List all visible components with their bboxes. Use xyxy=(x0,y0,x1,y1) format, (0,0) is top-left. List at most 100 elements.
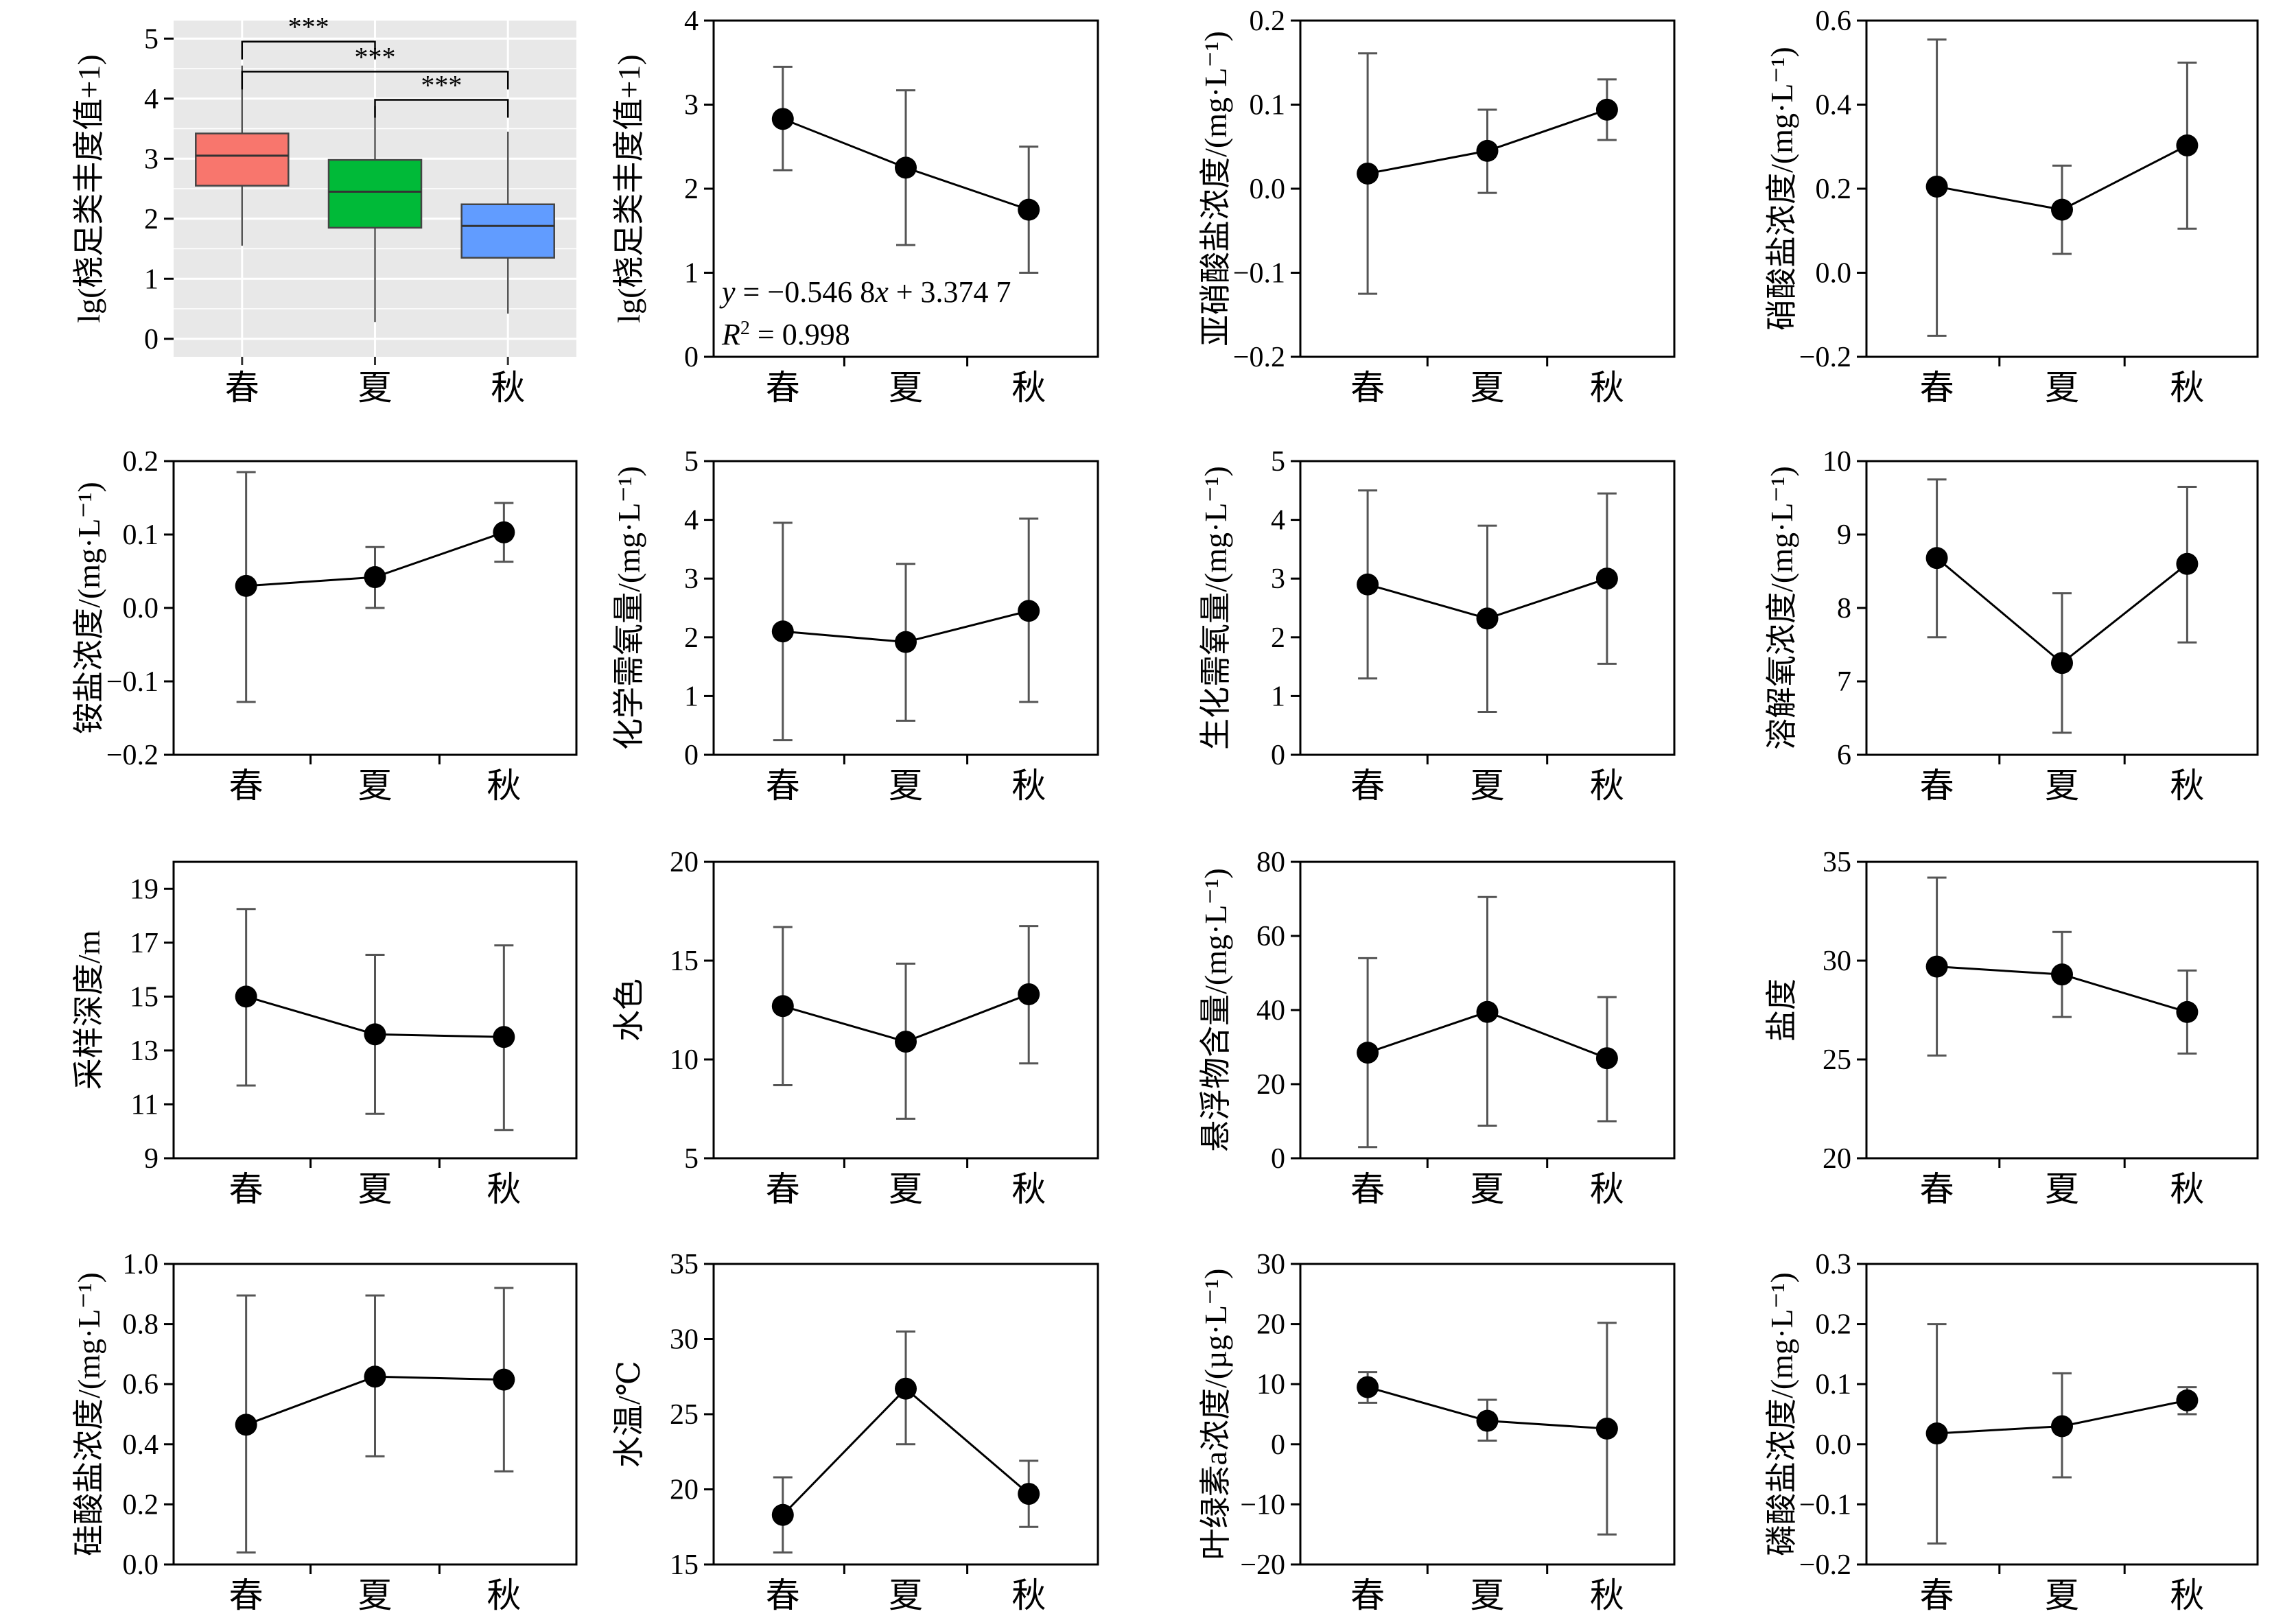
x-tick-label: 夏 xyxy=(889,1576,923,1615)
data-point xyxy=(493,1368,515,1391)
chart-panel-15: −20 −10 0 10 20 30 春 夏 秋 叶绿素a浓度/(µg·L⁻¹) xyxy=(1198,1249,1676,1615)
y-tick-label: 17 xyxy=(130,928,159,959)
y-tick-label: 3 xyxy=(1271,563,1285,595)
y-tick-label: 60 xyxy=(1256,921,1285,952)
y-tick-label: 4 xyxy=(1271,505,1285,537)
data-point xyxy=(235,985,257,1008)
chart-panel-11: 0 20 40 60 80 春 夏 秋 悬浮物含量/(mg·L⁻¹) xyxy=(1198,847,1676,1208)
y-tick-label: 0.2 xyxy=(1250,5,1286,37)
y-tick-label: 0 xyxy=(684,342,699,373)
data-point xyxy=(493,1026,515,1048)
x-tick-label: 夏 xyxy=(2045,1170,2079,1208)
x-tick-label: 秋 xyxy=(491,368,525,407)
data-point xyxy=(2176,1000,2199,1023)
x-tick-label: 春 xyxy=(766,766,800,805)
data-point xyxy=(1476,1409,1499,1432)
y-axis-label: lg(桡足类丰度值+1) xyxy=(611,54,646,323)
regression-r2-exponent: 2 xyxy=(740,318,750,339)
x-tick-label: 夏 xyxy=(358,368,393,407)
y-tick-label: 35 xyxy=(1823,847,1851,878)
chart-panel-2: 0 1 2 3 4 春 夏 秋 lg(桡足类丰度值+1) y = −0.546 8x + 3.37… xyxy=(611,5,1099,407)
y-tick-label: 0 xyxy=(1271,740,1285,771)
y-axis-label: 化学需氧量/(mg·L⁻¹) xyxy=(611,466,646,750)
y-tick-label: 1 xyxy=(144,263,159,295)
data-point xyxy=(2051,198,2073,221)
y-tick-label: 0.4 xyxy=(1816,90,1852,121)
y-tick-label: 20 xyxy=(670,847,699,878)
y-axis-label: 采样深度/m xyxy=(71,930,106,1090)
x-tick-label: 秋 xyxy=(487,766,521,805)
y-axis-label: 硝酸盐浓度/(mg·L⁻¹) xyxy=(1764,47,1799,331)
x-tick-label: 春 xyxy=(766,1170,800,1208)
chart-panel-9: 9 11 13 15 17 19 春 夏 秋 采样深度/m xyxy=(71,860,578,1208)
y-tick-label: −10 xyxy=(1240,1489,1285,1521)
x-tick-label: 秋 xyxy=(1011,766,1046,805)
data-point xyxy=(2051,1415,2073,1438)
y-axis-label: lg(桡足类丰度值+1) xyxy=(71,54,106,323)
y-tick-label: 20 xyxy=(670,1475,699,1506)
data-point xyxy=(1925,547,1948,570)
data-point xyxy=(895,1031,917,1053)
y-tick-label: −0.2 xyxy=(1799,1549,1851,1581)
y-axis-label: 悬浮物含量/(mg·L⁻¹) xyxy=(1198,868,1233,1152)
chart-panel-13: 0.0 0.2 0.4 0.6 0.8 1.0 春 夏 秋 硅酸盐浓度/(mg·L⁻¹) xyxy=(71,1249,578,1615)
x-tick-label: 夏 xyxy=(1471,766,1505,805)
y-axis-label: 铵盐浓度/(mg·L⁻¹) xyxy=(71,482,106,734)
x-tick-label: 春 xyxy=(229,766,263,805)
x-tick-label: 春 xyxy=(1350,368,1385,407)
y-tick-label: 0.2 xyxy=(1816,174,1852,205)
y-tick-label: 40 xyxy=(1256,995,1285,1027)
data-point xyxy=(1357,1376,1379,1398)
x-tick-label: 秋 xyxy=(1590,1576,1624,1615)
y-tick-label: 9 xyxy=(144,1143,159,1175)
data-point xyxy=(1595,1418,1618,1440)
y-tick-label: 30 xyxy=(670,1324,699,1356)
x-tick-label: 秋 xyxy=(1011,1170,1046,1208)
x-tick-label: 春 xyxy=(1920,1576,1954,1615)
regression-equation-part: x xyxy=(874,275,896,309)
regression-equation-part: = xyxy=(743,275,760,309)
y-tick-label: 2 xyxy=(684,174,699,205)
data-point xyxy=(771,108,794,130)
x-tick-label: 夏 xyxy=(2045,766,2079,805)
x-tick-label: 秋 xyxy=(1590,766,1624,805)
data-point xyxy=(1476,607,1499,630)
y-tick-label: 0.0 xyxy=(123,593,159,624)
box-1 xyxy=(195,132,290,187)
x-tick-label: 春 xyxy=(1920,766,1954,805)
y-tick-label: 4 xyxy=(684,5,699,37)
y-tick-label: 0 xyxy=(1271,1143,1285,1175)
y-tick-label: 20 xyxy=(1823,1143,1851,1175)
x-tick-label: 春 xyxy=(229,1576,263,1615)
y-tick-label: 15 xyxy=(670,946,699,977)
data-point xyxy=(2176,134,2199,156)
y-tick-label: 1 xyxy=(684,681,699,712)
data-point xyxy=(493,521,515,543)
data-point xyxy=(2176,552,2199,575)
x-tick-label: 秋 xyxy=(487,1170,521,1208)
box-2 xyxy=(327,159,423,229)
y-tick-label: −0.1 xyxy=(106,666,159,698)
data-point xyxy=(771,620,794,643)
y-tick-label: 5 xyxy=(144,23,159,55)
y-tick-label: 6 xyxy=(1837,740,1851,771)
y-tick-label: 8 xyxy=(1837,593,1851,624)
y-tick-label: 15 xyxy=(670,1549,699,1581)
y-axis-label: 磷酸盐浓度/(mg·L⁻¹) xyxy=(1764,1272,1799,1556)
data-point xyxy=(1925,175,1948,198)
y-axis-label: 叶绿素a浓度/(µg·L⁻¹) xyxy=(1198,1269,1233,1560)
x-tick-label: 春 xyxy=(766,1576,800,1615)
y-tick-label: 0.8 xyxy=(123,1309,159,1341)
y-tick-label: 0 xyxy=(144,324,159,355)
data-point xyxy=(1595,567,1618,590)
data-point xyxy=(895,156,917,179)
x-tick-label: 春 xyxy=(1350,766,1385,805)
box-3 xyxy=(460,203,555,259)
y-tick-label: 20 xyxy=(1256,1069,1285,1101)
y-tick-label: 19 xyxy=(130,874,159,905)
data-point xyxy=(1357,162,1379,185)
data-point xyxy=(1018,198,1040,221)
x-tick-label: 夏 xyxy=(358,1576,393,1615)
x-tick-label: 夏 xyxy=(889,1170,923,1208)
y-tick-label: −0.2 xyxy=(1233,342,1285,373)
